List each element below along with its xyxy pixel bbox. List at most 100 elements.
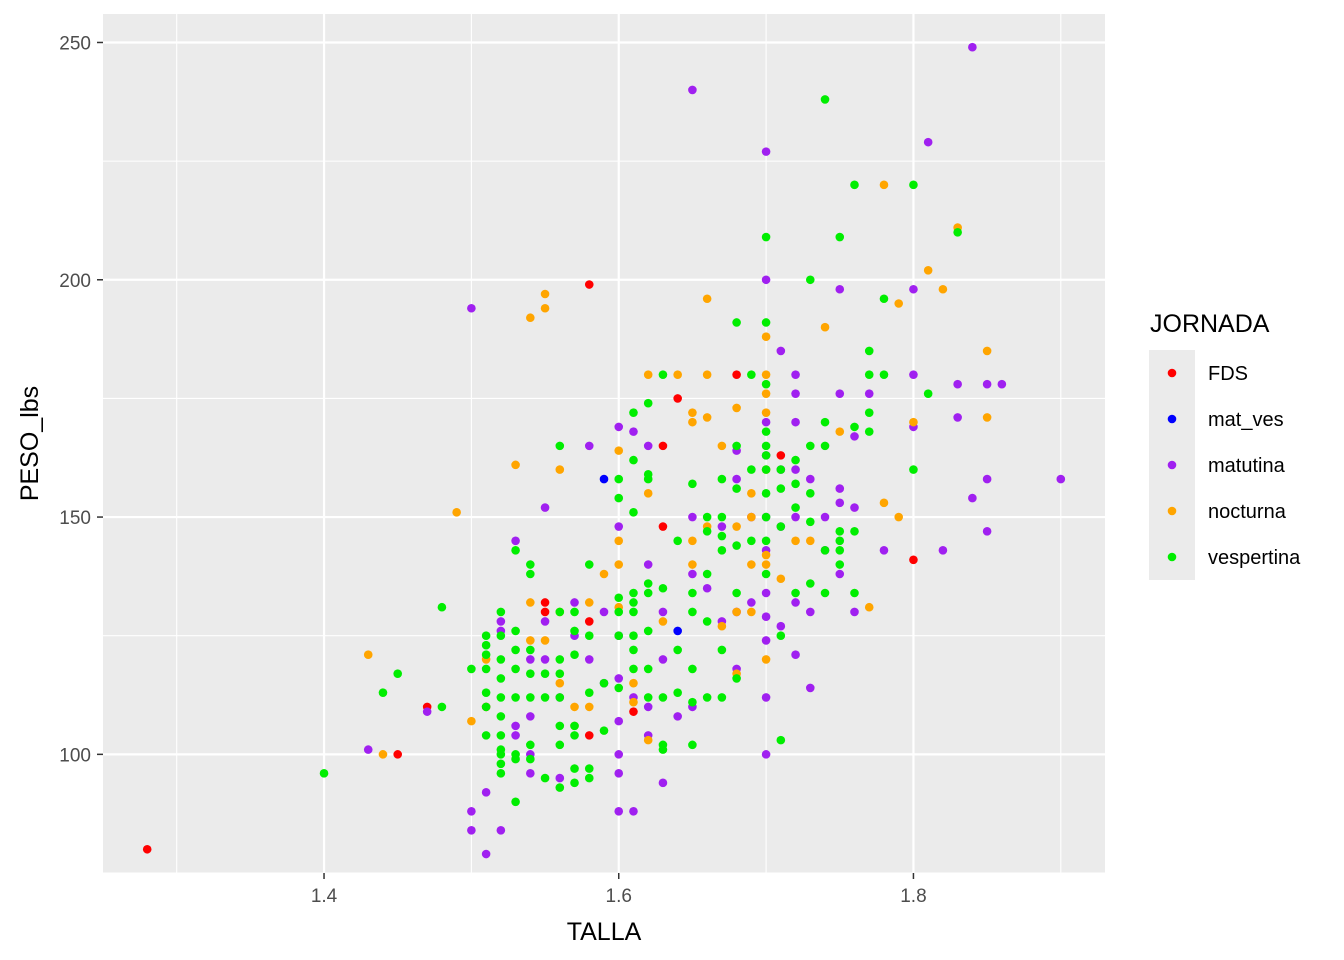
data-point-vespertina [496,759,506,769]
data-point-vespertina [629,645,638,655]
data-point-matutina [614,807,624,816]
data-point-vespertina [570,721,579,731]
data-point-nocturna [747,512,756,522]
data-point-vespertina [776,735,786,745]
x-axis-title: TALLA [567,918,642,946]
data-point-vespertina [835,560,845,569]
data-point-vespertina [761,536,771,546]
data-point-vespertina [319,769,329,778]
data-point-vespertina [879,370,889,379]
data-point-nocturna [614,560,624,569]
data-point-matutina [658,607,668,617]
data-point-vespertina [820,588,830,598]
data-point-nocturna [584,598,594,607]
legend-key-nocturna [1167,506,1177,516]
data-point-vespertina [614,493,624,503]
data-point-matutina [909,370,918,379]
data-point-vespertina [511,664,520,674]
data-point-matutina [776,621,786,631]
data-point-matutina [791,512,800,522]
data-point-nocturna [526,313,535,323]
data-point-vespertina [526,754,535,764]
data-point-matutina [820,512,830,522]
data-point-matutina [467,303,476,313]
data-point-matutina [643,560,653,569]
data-point-matutina [776,346,786,356]
data-point-matutina [673,712,682,721]
data-point-vespertina [629,588,638,598]
data-point-vespertina [511,693,520,702]
data-point-vespertina [658,693,668,702]
data-point-vespertina [747,370,756,379]
data-point-matutina [1056,474,1066,484]
data-point-nocturna [982,346,992,356]
data-point-vespertina [761,512,771,522]
data-point-matutina [982,474,992,484]
data-point-vespertina [614,631,624,641]
data-point-matutina [614,716,624,726]
data-point-vespertina [864,408,874,417]
data-point-nocturna [643,489,653,498]
data-point-matutina [629,807,638,816]
data-point-nocturna [614,536,624,546]
data-point-vespertina [629,508,638,517]
data-point-matutina [584,441,594,451]
data-points [142,42,1066,859]
data-point-matutina [791,650,800,659]
data-point-matutina [997,379,1007,389]
data-point-vespertina [467,664,476,674]
data-point-matutina [850,607,859,617]
data-point-nocturna [540,303,550,313]
data-point-vespertina [732,588,741,598]
data-point-nocturna [820,322,830,332]
legend-key-matutina [1167,460,1177,470]
data-point-matutina [761,275,771,285]
data-point-vespertina [599,726,609,735]
data-point-matutina [629,427,638,436]
data-point-vespertina [761,427,771,436]
data-point-vespertina [614,474,624,484]
data-point-matutina [953,379,962,389]
major-gridlines [103,14,1105,873]
data-point-FDS [393,750,403,759]
data-point-nocturna [864,602,874,612]
y-axis-title: PESO_lbs [16,386,44,501]
x-axis-ticks: 1.4 1.6 1.8 [311,873,927,907]
x-tick-label: 1.4 [311,886,338,907]
data-point-vespertina [643,579,653,588]
data-point-matutina [761,588,771,598]
data-point-vespertina [791,503,800,512]
data-point-vespertina [953,228,962,237]
data-point-matutina [614,769,624,778]
data-point-FDS [629,707,638,716]
data-point-nocturna [717,621,727,631]
data-point-vespertina [805,517,815,527]
data-point-matutina [909,284,918,294]
data-point-vespertina [850,526,859,536]
data-point-vespertina [673,688,682,697]
data-point-matutina [879,545,889,555]
data-point-FDS [142,844,152,854]
data-point-nocturna [776,574,786,584]
data-point-matutina [982,379,992,389]
data-point-vespertina [496,769,506,778]
data-point-nocturna [658,617,668,626]
data-point-vespertina [496,712,506,721]
data-point-nocturna [805,536,815,546]
data-point-matutina [791,389,800,398]
legend-label: matutina [1208,455,1286,477]
data-point-FDS [658,522,668,531]
data-point-matutina [761,612,771,622]
data-point-vespertina [599,678,609,688]
data-point-vespertina [496,674,506,683]
data-point-nocturna [378,750,388,759]
data-point-vespertina [791,479,800,489]
data-point-vespertina [643,398,653,408]
data-point-vespertina [776,465,786,474]
x-tick-label: 1.8 [900,886,926,907]
data-point-vespertina [570,626,579,636]
data-point-vespertina [688,588,697,598]
data-point-vespertina [717,645,727,655]
data-point-nocturna [452,508,461,517]
data-point-nocturna [747,607,756,617]
